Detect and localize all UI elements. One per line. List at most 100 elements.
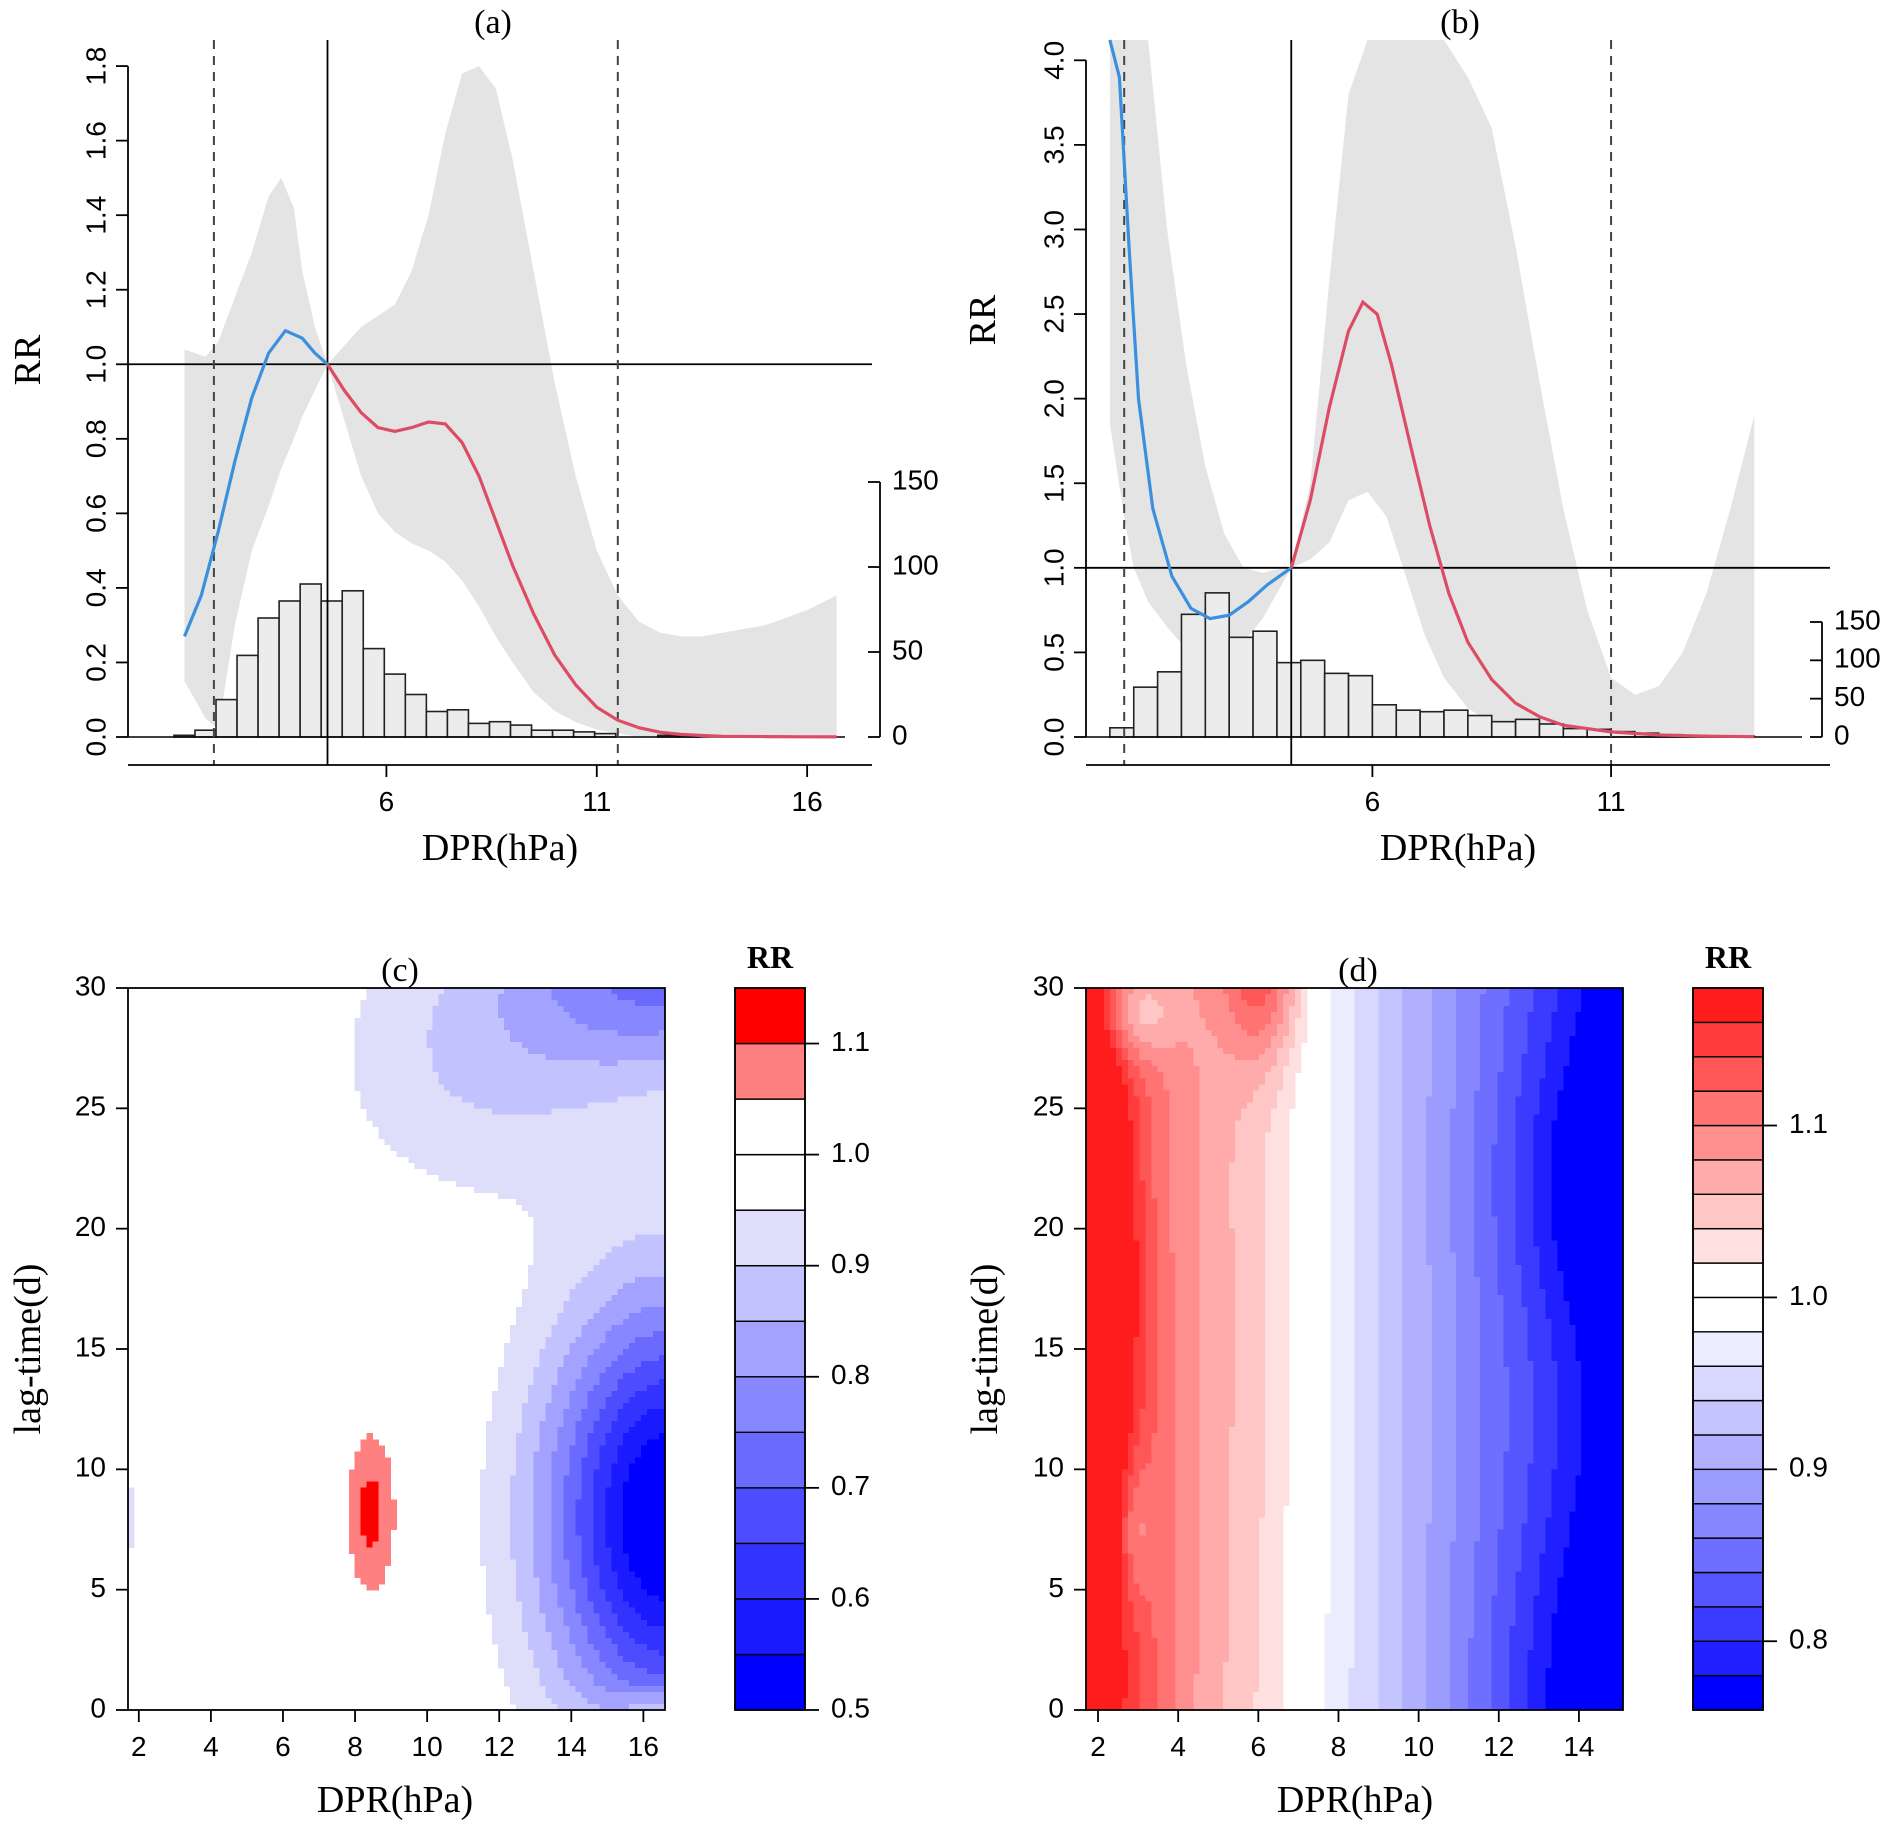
contour-cell bbox=[539, 1120, 547, 1127]
contour-cell bbox=[647, 1391, 654, 1398]
contour-cell bbox=[1091, 1349, 1099, 1356]
contour-cell bbox=[539, 1685, 547, 1693]
contour-cell bbox=[587, 1631, 594, 1639]
contour-cell bbox=[533, 1126, 541, 1133]
contour-cell bbox=[1086, 1685, 1093, 1693]
contour-cell bbox=[587, 1030, 594, 1037]
contour-cell bbox=[527, 1571, 535, 1579]
contour-cell bbox=[444, 1006, 451, 1013]
contour-cell bbox=[653, 1234, 660, 1242]
contour-cell bbox=[1097, 1409, 1105, 1416]
contour-cell bbox=[617, 1655, 624, 1663]
contour-cell bbox=[617, 1541, 624, 1549]
contour-cell bbox=[599, 1078, 606, 1085]
contour-cell bbox=[599, 1330, 606, 1338]
contour-cell bbox=[1086, 988, 1093, 995]
contour-cell bbox=[587, 1342, 594, 1350]
contour-cell bbox=[396, 1090, 404, 1097]
contour-cell bbox=[599, 1637, 606, 1645]
contour-cell bbox=[647, 1373, 654, 1380]
contour-cell bbox=[551, 1493, 559, 1501]
contour-cell bbox=[557, 1523, 565, 1531]
contour-cell bbox=[515, 1096, 523, 1103]
contour-cell bbox=[503, 1355, 511, 1362]
contour-cell bbox=[372, 1120, 380, 1127]
contour-cell bbox=[527, 1367, 535, 1374]
contour-cell bbox=[635, 1589, 642, 1597]
contour-cell bbox=[551, 1222, 559, 1230]
contour-cell bbox=[539, 1643, 547, 1651]
contour-cell bbox=[539, 1252, 547, 1260]
contour-cell bbox=[551, 1607, 559, 1615]
contour-cell bbox=[587, 1577, 594, 1585]
contour-cell bbox=[653, 1643, 660, 1651]
contour-cell bbox=[527, 1306, 535, 1314]
contour-cell bbox=[599, 1228, 606, 1236]
contour-cell bbox=[432, 1132, 439, 1140]
contour-cell bbox=[450, 1162, 457, 1170]
contour-cell bbox=[486, 1601, 493, 1609]
contour-cell bbox=[611, 1589, 618, 1597]
contour-cell bbox=[521, 1036, 529, 1043]
contour-cell bbox=[623, 1264, 630, 1272]
contour-cell bbox=[354, 1535, 362, 1543]
contour-cell bbox=[551, 1066, 559, 1073]
contour-cell bbox=[414, 1138, 421, 1146]
contour-cell bbox=[569, 1361, 577, 1368]
contour-cell bbox=[635, 1553, 642, 1561]
contour-cell bbox=[1103, 1619, 1111, 1627]
contour-cell bbox=[462, 1174, 469, 1182]
contour-cell bbox=[533, 1264, 541, 1272]
contour-cell bbox=[354, 1451, 362, 1458]
contour-cell bbox=[647, 1228, 654, 1236]
contour-cell bbox=[468, 1018, 475, 1025]
contour-cell bbox=[647, 1523, 654, 1531]
contour-cell bbox=[551, 1637, 559, 1645]
contour-cell bbox=[581, 1006, 589, 1013]
contour-cell bbox=[1086, 1367, 1093, 1374]
contour-cell bbox=[515, 988, 523, 995]
contour-cell bbox=[635, 1433, 642, 1440]
contour-cell bbox=[360, 1487, 368, 1494]
contour-cell bbox=[617, 1174, 624, 1182]
contour-cell bbox=[635, 1036, 642, 1043]
contour-cell bbox=[617, 1258, 624, 1266]
contour-cell bbox=[390, 1517, 398, 1525]
contour-cell bbox=[653, 1072, 660, 1079]
contour-cell bbox=[1091, 1703, 1099, 1711]
contour-cell bbox=[635, 1655, 642, 1663]
contour-cell bbox=[1109, 1421, 1117, 1428]
contour-cell bbox=[372, 1439, 380, 1446]
contour-cell bbox=[557, 1667, 565, 1675]
histogram-bar bbox=[383, 673, 407, 738]
contour-cell bbox=[659, 1361, 666, 1368]
contour-cell bbox=[450, 1114, 457, 1121]
contour-cell bbox=[605, 1481, 612, 1488]
contour-cell bbox=[545, 1493, 553, 1501]
contour-cell bbox=[1091, 1282, 1099, 1290]
contour-cell bbox=[1109, 1553, 1117, 1561]
contour-cell bbox=[641, 1433, 648, 1440]
contour-cell bbox=[659, 1252, 666, 1260]
contour-cell bbox=[474, 1024, 481, 1031]
contour-cell bbox=[605, 1042, 612, 1049]
contour-cell bbox=[1109, 1264, 1117, 1272]
contour-cell bbox=[593, 1114, 600, 1121]
contour-cell bbox=[545, 1565, 553, 1573]
contour-cell bbox=[587, 1421, 594, 1428]
contour-cell bbox=[486, 1595, 493, 1603]
contour-cell bbox=[527, 1517, 535, 1525]
contour-cell bbox=[1109, 1613, 1117, 1621]
contour-cell bbox=[605, 1198, 612, 1206]
contour-cell bbox=[384, 1120, 392, 1127]
contour-cell bbox=[1103, 1006, 1111, 1013]
contour-cell bbox=[611, 1667, 618, 1675]
contour-cell bbox=[509, 1330, 517, 1338]
contour-cell bbox=[617, 1613, 624, 1621]
contour-cell bbox=[569, 1379, 577, 1386]
contour-cell bbox=[539, 1529, 547, 1537]
contour-cell bbox=[384, 1457, 392, 1464]
contour-cell bbox=[515, 1631, 523, 1639]
contour-cell bbox=[563, 1697, 571, 1705]
contour-cell bbox=[599, 1631, 606, 1639]
